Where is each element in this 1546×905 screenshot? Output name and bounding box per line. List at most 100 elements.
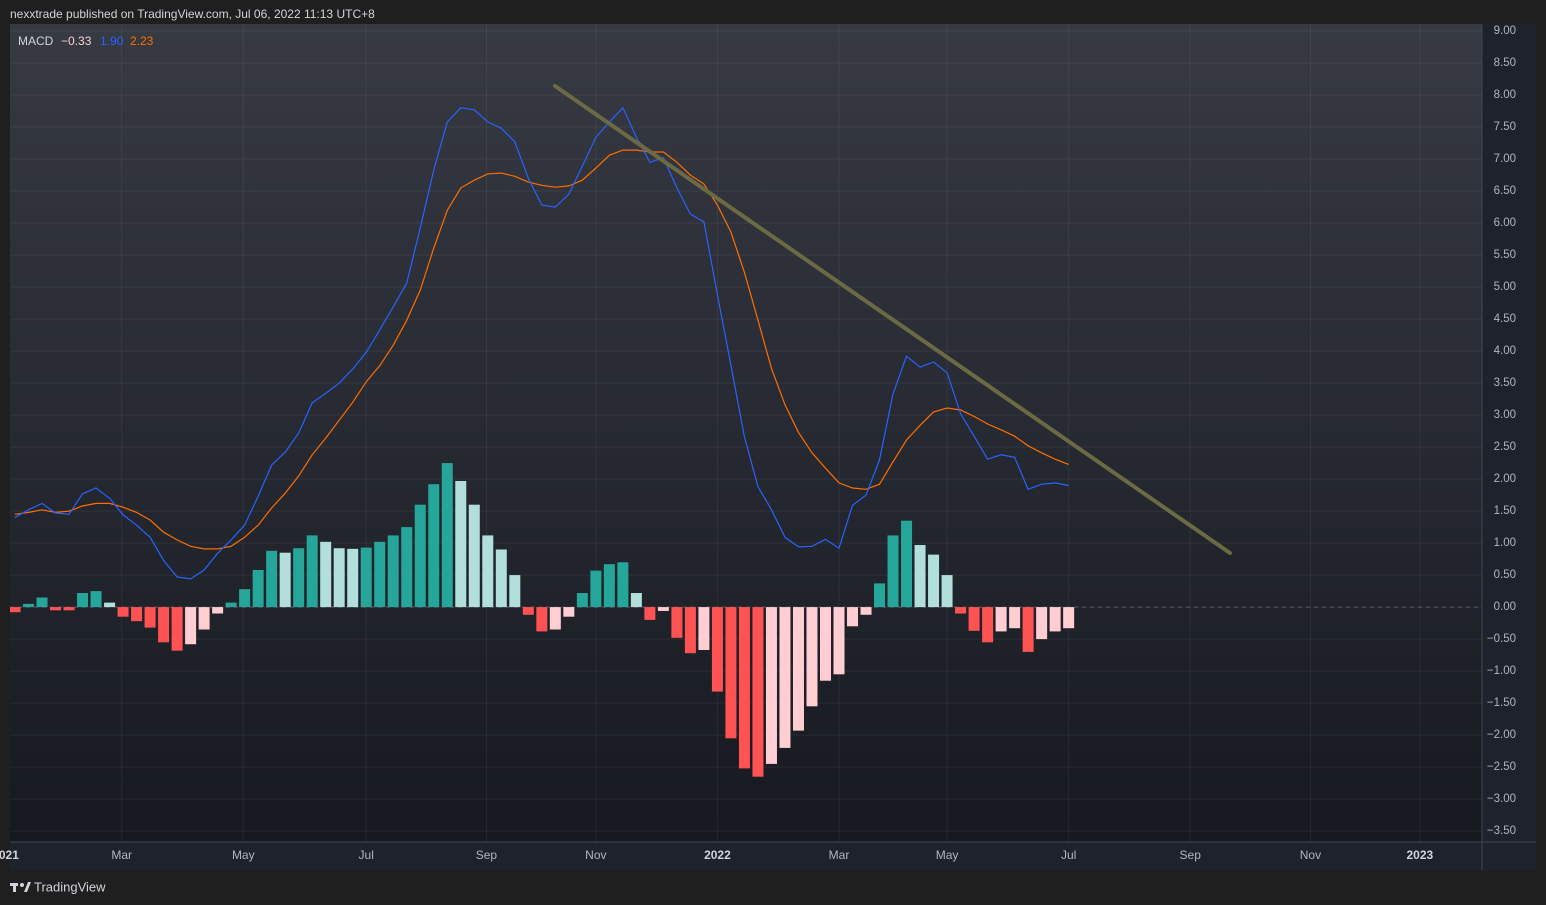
histogram-bar — [239, 589, 251, 608]
histogram-bar — [1022, 607, 1034, 652]
histogram-bar — [590, 570, 602, 608]
histogram-bar — [374, 541, 386, 608]
histogram-bar — [603, 564, 615, 608]
histogram-bar — [982, 607, 994, 643]
histogram-bar — [1063, 607, 1075, 629]
x-tick-label: Nov — [585, 848, 606, 862]
histogram-bar — [428, 484, 440, 608]
histogram-bar — [401, 527, 413, 608]
histogram-bar — [293, 548, 305, 608]
y-tick-label: −3.50 — [1487, 825, 1516, 837]
legend-histogram: −0.33 — [61, 34, 92, 48]
histogram-bar — [698, 607, 710, 650]
y-tick-label: 0.50 — [1494, 569, 1516, 581]
histogram-bar — [630, 593, 642, 608]
y-tick-label: 1.00 — [1494, 537, 1516, 549]
logo — [10, 882, 31, 892]
histogram-bar — [792, 607, 804, 731]
histogram-bar — [198, 607, 210, 630]
y-tick-label: −2.50 — [1487, 761, 1516, 773]
histogram-bar — [860, 607, 872, 615]
y-tick-label: 6.00 — [1494, 217, 1516, 229]
x-tick-label: May — [232, 848, 255, 862]
histogram-bar — [50, 607, 62, 611]
histogram-bar — [779, 607, 791, 748]
y-tick-label: 6.50 — [1494, 185, 1516, 197]
publisher: nexxtrade published on TradingView.com, … — [10, 7, 375, 21]
histogram-bar — [536, 607, 548, 632]
histogram-bar — [833, 607, 845, 675]
histogram-bar — [617, 562, 629, 608]
y-tick-label: 5.50 — [1494, 249, 1516, 261]
histogram-bar — [455, 481, 467, 608]
histogram-bar — [752, 607, 764, 777]
signal-line — [14, 149, 1069, 550]
y-tick-label: −3.00 — [1487, 793, 1516, 805]
histogram-bar — [117, 607, 129, 617]
histogram-bar — [23, 603, 35, 608]
axes: −3.50 −3.00 −2.50 −2.00 −1.50 −1.00 −0.50 0.00 0… — [0, 25, 1516, 862]
histogram-bar — [711, 607, 723, 692]
histogram-bar — [63, 607, 75, 611]
histogram-bar — [387, 535, 399, 608]
histogram-bar — [684, 607, 696, 654]
x-tick-label: Jul — [1061, 848, 1076, 862]
histogram-bar — [266, 550, 278, 608]
y-tick-label: 5.00 — [1494, 281, 1516, 293]
x-tick-label: Sep — [1180, 848, 1202, 862]
histogram-bar — [657, 607, 669, 611]
y-tick-label: 8.50 — [1494, 57, 1516, 69]
histogram-bar — [1036, 607, 1048, 640]
histogram-bar — [901, 520, 913, 608]
histogram-bar — [333, 548, 345, 608]
histogram-bar — [171, 607, 183, 651]
histogram-bar — [360, 547, 372, 608]
y-tick-label: 2.00 — [1494, 473, 1516, 485]
histogram-bar — [347, 548, 359, 608]
histogram-bar — [1009, 607, 1021, 629]
histogram-bar — [131, 607, 143, 622]
histogram-bar — [212, 607, 224, 614]
histogram-bar — [77, 593, 89, 608]
histogram-bar — [320, 541, 332, 608]
y-tick-label: 1.50 — [1494, 505, 1516, 517]
histogram-bar — [887, 535, 899, 608]
y-tick-label: −2.00 — [1487, 729, 1516, 741]
x-tick-label: Sep — [476, 848, 498, 862]
y-tick-label: 3.00 — [1494, 409, 1516, 421]
histogram-bar — [914, 545, 926, 608]
histogram-bar — [765, 607, 777, 764]
histogram-bar — [144, 607, 156, 628]
x-tick-label: Mar — [829, 848, 850, 862]
histogram-bar — [522, 607, 534, 615]
y-tick-label: 4.50 — [1494, 313, 1516, 325]
histogram-bar — [738, 607, 750, 769]
y-tick-label: −1.50 — [1487, 697, 1516, 709]
trend-line — [553, 84, 1232, 555]
macd-line — [14, 106, 1069, 580]
histogram-bar — [36, 597, 48, 608]
histogram-bar — [955, 607, 967, 614]
histogram-bar — [509, 575, 521, 608]
histogram-bar — [968, 607, 980, 631]
histogram-bar — [644, 607, 656, 620]
x-tick-label: 2022 — [704, 848, 731, 862]
y-tick-label: 2.50 — [1494, 441, 1516, 453]
histogram-bar — [225, 602, 237, 608]
histogram-bar — [468, 504, 480, 608]
histogram-bar — [252, 569, 264, 608]
histogram-bar — [185, 607, 197, 645]
y-tick-label: 7.00 — [1494, 153, 1516, 165]
series — [10, 106, 1075, 777]
legend-signal: 2.23 — [130, 34, 154, 48]
histogram-bar — [158, 607, 170, 643]
histogram-bar — [482, 535, 494, 608]
histogram-bar — [90, 591, 102, 608]
histogram-bar — [563, 607, 575, 617]
y-tick-label: 0.00 — [1494, 601, 1516, 613]
y-tick-label: 9.00 — [1494, 25, 1516, 37]
histogram-bar — [306, 535, 318, 608]
histogram-bar — [549, 607, 561, 630]
y-tick-label: 3.50 — [1494, 377, 1516, 389]
histogram-bar — [414, 504, 426, 608]
